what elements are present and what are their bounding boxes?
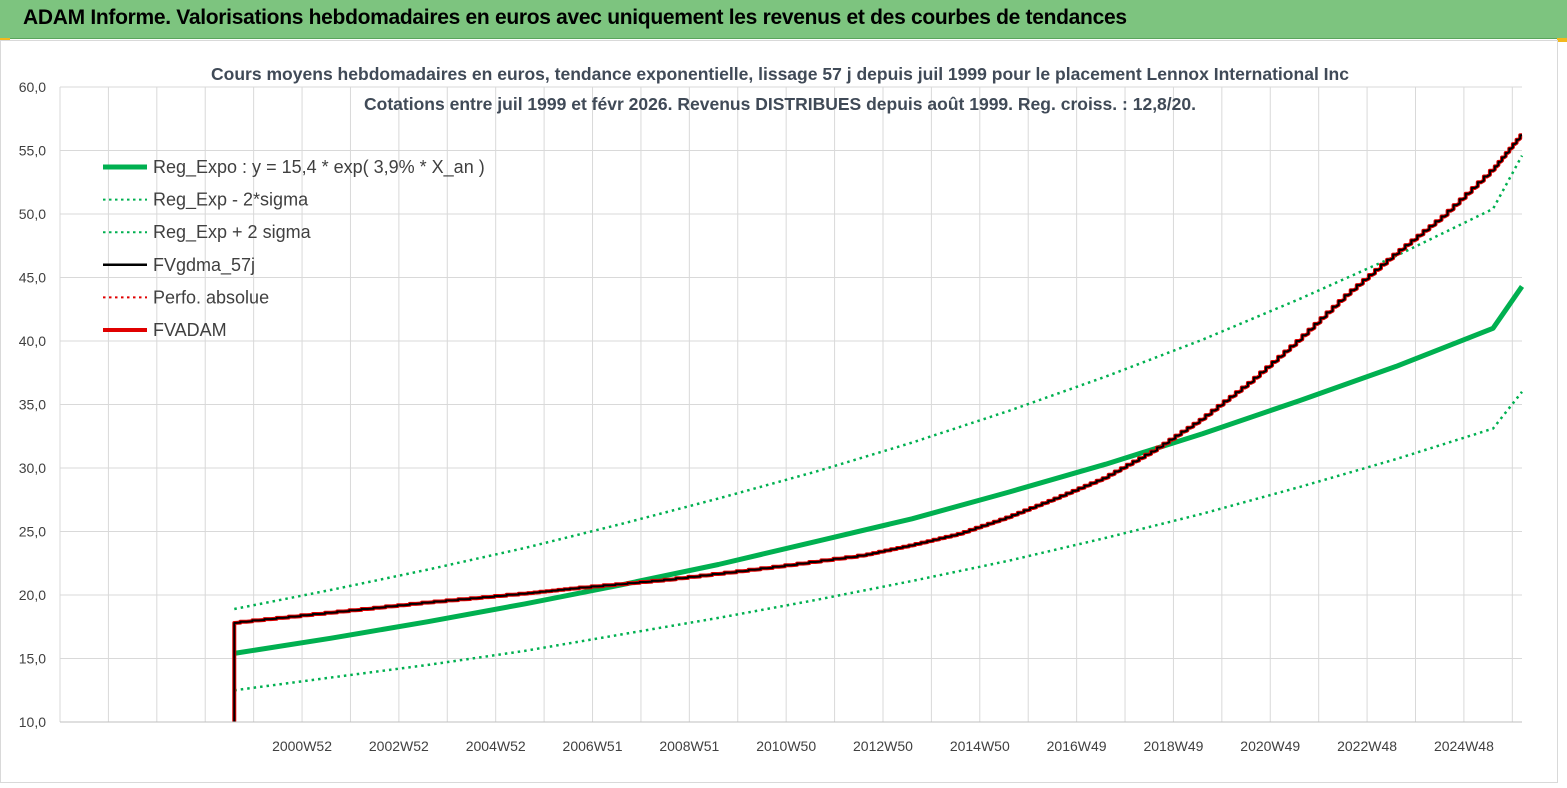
x-tick-label: 2004W52 — [466, 738, 526, 754]
x-tick-label: 2000W52 — [272, 738, 332, 754]
x-tick-label: 2018W49 — [1143, 738, 1203, 754]
legend-label: Reg_Expo : y = 15,4 * exp( 3,9% * X_an ) — [153, 157, 485, 178]
y-tick-label: 50,0 — [19, 206, 46, 222]
corner-marker-right — [1557, 38, 1567, 42]
y-tick-label: 15,0 — [19, 651, 46, 667]
x-tick-label: 2016W49 — [1047, 738, 1107, 754]
y-tick-label: 60,0 — [19, 79, 46, 95]
axes: 10,0 15,0 20,0 25,0 30,0 35,0 40,0 45,0 50,0 55,0… — [19, 79, 1522, 754]
x-tick-label: 2002W52 — [369, 738, 429, 754]
report-title: ADAM Informe. Valorisations hebdomadaire… — [23, 6, 1127, 29]
y-tick-label: 10,0 — [19, 714, 46, 730]
chart-title: Cours moyens hebdomadaires en euros, ten… — [211, 64, 1349, 84]
x-tick-label: 2024W48 — [1434, 738, 1494, 754]
trend-chart: Cours moyens hebdomadaires en euros, ten… — [0, 40, 1558, 783]
x-tick-label: 2022W48 — [1337, 738, 1397, 754]
series-line-3 — [233, 134, 1522, 722]
legend-label: FVgdma_57j — [153, 255, 255, 276]
y-tick-label: 40,0 — [19, 333, 46, 349]
legend-label: FVADAM — [153, 320, 227, 340]
x-tick-label: 2014W50 — [950, 738, 1010, 754]
series-lines — [232, 133, 1525, 722]
chart-container: Cours moyens hebdomadaires en euros, ten… — [0, 40, 1567, 783]
y-tick-label: 25,0 — [19, 524, 46, 540]
x-tick-label: 2008W51 — [659, 738, 719, 754]
y-tick-label: 55,0 — [19, 143, 46, 159]
x-tick-label: 2010W50 — [756, 738, 816, 754]
y-tick-label: 20,0 — [19, 587, 46, 603]
x-tick-label: 2012W50 — [853, 738, 913, 754]
y-tick-label: 45,0 — [19, 270, 46, 286]
legend-label: Reg_Exp - 2*sigma — [153, 190, 309, 211]
legend-label: Perfo. absolue — [153, 287, 269, 307]
y-tick-label: 30,0 — [19, 460, 46, 476]
series-line-0 — [233, 284, 1525, 656]
report-header-banner: ADAM Informe. Valorisations hebdomadaire… — [0, 0, 1567, 39]
x-tick-label: 2006W51 — [563, 738, 623, 754]
legend: Reg_Expo : y = 15,4 * exp( 3,9% * X_an )… — [103, 157, 485, 340]
y-tick-label: 35,0 — [19, 397, 46, 413]
x-tick-label: 2020W49 — [1240, 738, 1300, 754]
series-line-1 — [234, 391, 1523, 692]
chart-subtitle: Cotations entre juil 1999 et févr 2026. … — [364, 94, 1196, 114]
legend-label: Reg_Exp + 2 sigma — [153, 222, 312, 243]
